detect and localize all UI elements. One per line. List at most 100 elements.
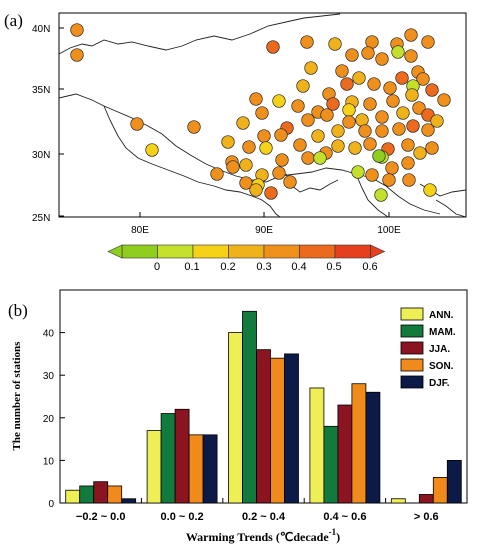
x-axis-title-close: )	[336, 530, 340, 544]
bar	[351, 383, 367, 504]
map-lat-ticks: 40N 35N 30N 25N	[32, 24, 50, 224]
station-marker	[351, 165, 365, 179]
station-marker	[236, 116, 250, 130]
colorbar-label: 0.1	[184, 261, 199, 273]
station-marker	[311, 129, 325, 143]
station-marker	[421, 35, 435, 49]
station-marker	[375, 52, 389, 66]
map-panel: (a) 40N 35N 30N 25N 80E 90E 100	[4, 11, 467, 273]
station-marker	[300, 35, 314, 49]
colorbar-label: 0.6	[362, 261, 377, 273]
station-marker	[363, 137, 377, 151]
bar	[270, 357, 285, 504]
y-tick-label: 20	[43, 414, 55, 425]
bar	[390, 498, 406, 504]
colorbar-label: 0.5	[326, 261, 341, 273]
station-marker	[361, 46, 375, 60]
station-marker	[406, 119, 420, 133]
colorbar-label: 0.2	[220, 261, 235, 273]
station-marker	[264, 186, 278, 200]
colorbar-segment	[263, 244, 300, 259]
station-marker	[423, 183, 437, 197]
station-marker	[425, 141, 439, 155]
x-axis-ticks: −0.2 ~ 0.0 0.0 ~ 0.2 0.2 ~ 0.4 0.4 ~ 0.6 > 0…	[59, 498, 468, 523]
x-tick-label: 0.2 ~ 0.4	[242, 511, 286, 523]
x-tick-label: > 0.6	[414, 511, 439, 523]
colorbar-segment	[192, 244, 229, 259]
bar	[432, 477, 448, 504]
station-marker	[342, 103, 356, 117]
station-marker	[401, 156, 415, 170]
x-axis-title-main: Warming Trends (℃decade	[186, 530, 329, 544]
bar	[242, 310, 257, 504]
station-marker	[274, 128, 288, 142]
station-marker	[348, 141, 362, 155]
station-marker	[367, 77, 381, 91]
station-marker	[239, 158, 253, 172]
station-marker	[283, 175, 297, 189]
lon-tick-label: 90E	[255, 225, 273, 236]
legend-swatch	[400, 307, 424, 321]
station-marker	[385, 161, 399, 175]
station-marker	[365, 168, 379, 182]
colorbar-label: 0	[154, 261, 160, 273]
station-marker	[416, 72, 430, 86]
station-marker	[395, 71, 409, 85]
y-axis: 0 10 20 30 40	[43, 329, 65, 510]
colorbar-label: 0.3	[256, 261, 271, 273]
map-boundaries	[58, 13, 467, 218]
station-marker	[301, 113, 315, 127]
colorbar	[107, 244, 386, 259]
map-lon-ticks: 80E 90E 100E	[131, 225, 401, 236]
x-tick-label: 0.4 ~ 0.6	[323, 511, 366, 523]
station-marker	[291, 99, 305, 113]
station-marker	[301, 151, 315, 165]
station-marker	[363, 97, 377, 111]
bar	[284, 353, 299, 504]
lat-tick-label: 25N	[32, 213, 50, 224]
station-markers	[70, 23, 451, 202]
station-marker	[355, 113, 369, 127]
bar	[309, 387, 325, 504]
x-axis-title: Warming Trends (℃decade-1)	[186, 527, 340, 544]
station-marker	[255, 106, 269, 120]
station-marker	[340, 77, 354, 91]
station-marker	[304, 61, 318, 75]
bar	[79, 485, 95, 504]
y-tick-label: 10	[43, 456, 55, 467]
map-panel-label: (a)	[4, 11, 23, 30]
station-marker	[404, 28, 418, 42]
station-marker	[375, 110, 389, 124]
legend-swatch	[400, 358, 424, 372]
colorbar-segment	[121, 244, 158, 259]
bar-series	[65, 310, 462, 504]
y-axis-title: The number of stations	[11, 341, 23, 451]
bar-panel-label: (b)	[8, 301, 28, 320]
station-marker	[383, 81, 397, 95]
colorbar-label: 0.4	[291, 261, 306, 273]
station-marker	[372, 149, 386, 163]
bar	[337, 404, 353, 504]
bar	[107, 485, 123, 504]
station-marker	[335, 64, 349, 78]
x-axis-title-superscript: -1	[329, 527, 337, 537]
station-marker	[272, 166, 286, 180]
station-marker	[130, 117, 144, 131]
station-marker	[296, 79, 310, 93]
station-marker	[374, 188, 388, 202]
station-marker	[313, 151, 327, 165]
station-marker	[242, 140, 256, 154]
station-marker	[70, 48, 84, 62]
station-marker	[437, 93, 451, 107]
station-marker	[402, 173, 416, 187]
station-marker	[187, 120, 201, 134]
bar	[202, 434, 218, 504]
station-marker	[145, 143, 159, 157]
station-marker	[226, 160, 240, 174]
station-marker	[342, 115, 356, 129]
station-marker	[259, 141, 273, 155]
colorbar-segment	[228, 244, 265, 259]
lat-tick-label: 40N	[32, 24, 50, 35]
